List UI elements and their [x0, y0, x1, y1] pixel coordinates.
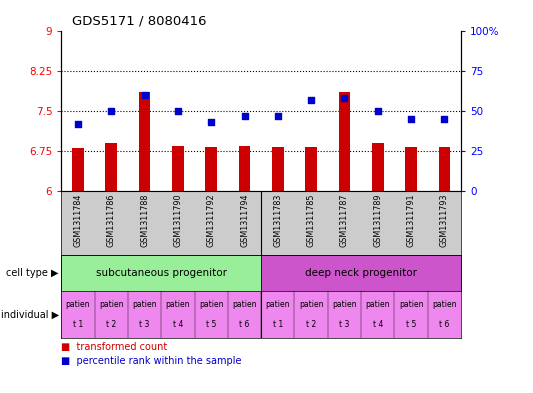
Bar: [139, 92, 150, 191]
Text: GSM1311789: GSM1311789: [373, 194, 382, 247]
Point: [207, 119, 215, 125]
Text: GSM1311788: GSM1311788: [140, 194, 149, 247]
Text: t 6: t 6: [239, 320, 249, 329]
Bar: [172, 145, 184, 191]
Text: patien: patien: [432, 299, 457, 309]
Bar: [338, 92, 350, 191]
Text: t 4: t 4: [173, 320, 183, 329]
Text: t 5: t 5: [206, 320, 216, 329]
Text: GSM1311784: GSM1311784: [74, 194, 83, 247]
Bar: [272, 147, 284, 191]
Text: t 3: t 3: [340, 320, 350, 329]
Text: individual ▶: individual ▶: [1, 309, 59, 320]
Text: t 1: t 1: [273, 320, 283, 329]
Point: [140, 92, 149, 98]
Point: [307, 97, 316, 103]
Text: patien: patien: [166, 299, 190, 309]
Text: GDS5171 / 8080416: GDS5171 / 8080416: [72, 15, 206, 28]
Text: GSM1311787: GSM1311787: [340, 194, 349, 247]
Text: patien: patien: [66, 299, 90, 309]
Text: t 2: t 2: [306, 320, 316, 329]
Bar: [439, 147, 450, 191]
Point: [440, 116, 449, 122]
Point: [273, 113, 282, 119]
Text: patien: patien: [366, 299, 390, 309]
Point: [74, 121, 82, 127]
Bar: [305, 147, 317, 191]
Bar: [61, 255, 261, 291]
Bar: [106, 143, 117, 191]
Bar: [72, 148, 84, 191]
Text: patien: patien: [332, 299, 357, 309]
Text: t 5: t 5: [406, 320, 416, 329]
Text: GSM1311793: GSM1311793: [440, 194, 449, 247]
Text: t 1: t 1: [73, 320, 83, 329]
Text: patien: patien: [399, 299, 423, 309]
Text: ■  transformed count: ■ transformed count: [61, 342, 167, 352]
Text: patien: patien: [299, 299, 324, 309]
Point: [240, 113, 249, 119]
Text: deep neck progenitor: deep neck progenitor: [305, 268, 417, 278]
Text: patien: patien: [132, 299, 157, 309]
Text: GSM1311785: GSM1311785: [306, 194, 316, 247]
Text: patien: patien: [232, 299, 257, 309]
Text: patien: patien: [199, 299, 223, 309]
Bar: [205, 147, 217, 191]
Text: patien: patien: [265, 299, 290, 309]
Text: GSM1311791: GSM1311791: [407, 194, 416, 247]
Text: GSM1311790: GSM1311790: [173, 194, 182, 247]
Bar: [261, 255, 461, 291]
Text: t 2: t 2: [106, 320, 116, 329]
Bar: [239, 145, 251, 191]
Text: t 3: t 3: [140, 320, 150, 329]
Point: [340, 95, 349, 101]
Text: t 6: t 6: [439, 320, 449, 329]
Bar: [372, 143, 384, 191]
Text: ■  percentile rank within the sample: ■ percentile rank within the sample: [61, 356, 242, 365]
Text: t 4: t 4: [373, 320, 383, 329]
Text: patien: patien: [99, 299, 124, 309]
Point: [407, 116, 415, 122]
Text: GSM1311792: GSM1311792: [207, 194, 216, 248]
Point: [374, 108, 382, 114]
Point: [107, 108, 116, 114]
Point: [174, 108, 182, 114]
Text: GSM1311794: GSM1311794: [240, 194, 249, 247]
Text: GSM1311783: GSM1311783: [273, 194, 282, 247]
Text: subcutaneous progenitor: subcutaneous progenitor: [96, 268, 227, 278]
Text: cell type ▶: cell type ▶: [6, 268, 59, 278]
Text: GSM1311786: GSM1311786: [107, 194, 116, 247]
Bar: [405, 147, 417, 191]
